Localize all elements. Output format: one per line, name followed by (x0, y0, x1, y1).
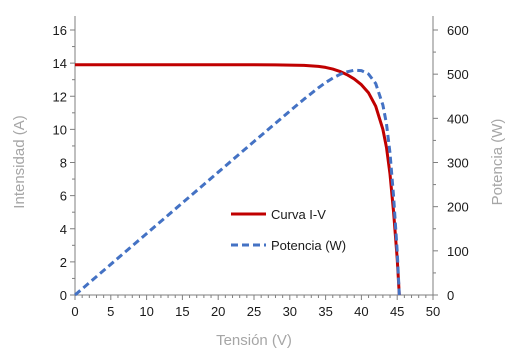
series-line-power (74, 68, 401, 297)
y-tick-label-left: 8 (60, 156, 67, 171)
y-tick-label-left: 4 (60, 222, 67, 237)
y-axis-title-right: Potencia (W) (489, 119, 506, 206)
series-line-iv-curve (75, 63, 401, 296)
y-tick-label-right: 100 (447, 244, 469, 259)
y-tick-label-left: 16 (53, 23, 67, 38)
y-tick-label-left: 6 (60, 189, 67, 204)
y-tick-label-right: 300 (447, 156, 469, 171)
legend-label-power: Potencia (W) (271, 238, 346, 253)
chart-axes (74, 16, 434, 296)
x-tick-label: 45 (390, 304, 404, 319)
y-axis-title-left: Intensidad (A) (11, 115, 28, 208)
x-tick-label: 40 (354, 304, 368, 319)
x-tick-label: 35 (318, 304, 332, 319)
x-tick-label: 50 (426, 304, 440, 319)
x-tick-label: 30 (283, 304, 297, 319)
x-tick-label: 20 (211, 304, 225, 319)
y-tick-label-right: 200 (447, 200, 469, 215)
chart-series (74, 63, 401, 297)
y-tick-label-right: 400 (447, 111, 469, 126)
y-tick-label-right: 600 (447, 23, 469, 38)
y-tick-label-left: 0 (60, 288, 67, 303)
y-tick-label-right: 500 (447, 67, 469, 82)
x-tick-label: 25 (247, 304, 261, 319)
y-tick-label-left: 2 (60, 255, 67, 270)
legend-label-iv-curve: Curva I-V (271, 207, 326, 222)
x-tick-label: 5 (107, 304, 114, 319)
x-axis-title: Tensión (V) (216, 332, 292, 349)
chart-ticks: 0 5 10 15 20 25 30 35 40 45 5002468101214160100200… (53, 23, 469, 319)
x-tick-label: 15 (175, 304, 189, 319)
y-tick-label-left: 14 (53, 56, 67, 71)
y-tick-label-left: 10 (53, 122, 67, 137)
x-tick-label: 10 (139, 304, 153, 319)
y-tick-label-left: 12 (53, 89, 67, 104)
x-tick-label: 0 (71, 304, 78, 319)
legend: Curva I-V Potencia (W) (231, 207, 346, 253)
y-tick-label-right: 0 (447, 288, 454, 303)
